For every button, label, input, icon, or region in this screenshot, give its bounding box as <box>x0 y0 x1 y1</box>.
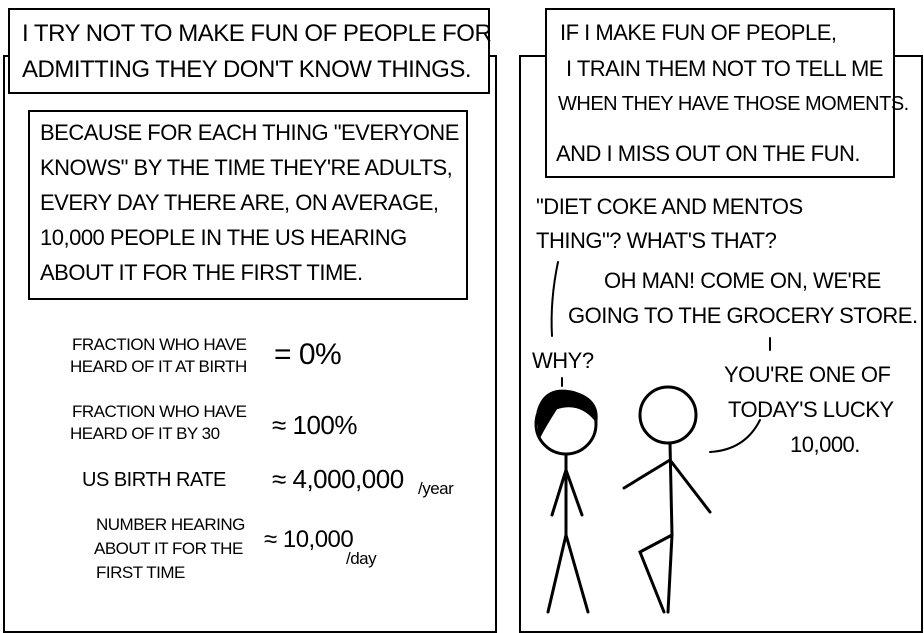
dialogue-narrator: GOING TO THE GROCERY STORE. <box>568 303 918 328</box>
math-label: FRACTION WHO HAVE <box>72 402 247 421</box>
math-unit: /year <box>418 479 454 498</box>
math-unit: /day <box>346 549 377 568</box>
explanation-line: KNOWS" BY THE TIME THEY'RE ADULTS, <box>40 155 453 180</box>
math-value: = 0% <box>274 338 342 371</box>
explanation-line: BECAUSE FOR EACH THING "EVERYONE <box>40 120 459 145</box>
math-value: ≈ 100% <box>272 410 358 440</box>
math-label: HEARD OF IT BY 30 <box>70 424 220 443</box>
dialogue-friend: "DIET COKE AND MENTOS <box>536 194 803 219</box>
caption-box-left <box>8 8 490 94</box>
caption-line: I TRY NOT TO MAKE FUN OF PEOPLE FOR <box>22 20 492 47</box>
caption-box-right <box>545 8 895 178</box>
math-label: FIRST TIME <box>96 563 185 582</box>
dialogue-friend: THING"? WHAT'S THAT? <box>536 228 777 253</box>
math-value: ≈ 10,000 <box>264 526 354 553</box>
explanation-line: EVERY DAY THERE ARE, ON AVERAGE, <box>40 190 439 215</box>
math-label: HEARD OF IT AT BIRTH <box>70 357 247 376</box>
caption-line: AND I MISS OUT ON THE FUN. <box>556 141 861 166</box>
caption-line: ADMITTING THEY DON'T KNOW THINGS. <box>22 56 472 83</box>
narrator-figure <box>622 385 712 614</box>
explanation-box <box>28 110 468 300</box>
math-value: ≈ 4,000,000 <box>272 464 404 494</box>
dialogue-narrator: 10,000. <box>790 432 860 457</box>
explanation-line: ABOUT IT FOR THE FIRST TIME. <box>40 260 363 285</box>
explanation-line: 10,000 PEOPLE IN THE US HEARING <box>40 225 407 250</box>
dialogue-friend: WHY? <box>532 348 594 373</box>
dialogue-narrator: OH MAN! COME ON, WE'RE <box>604 268 881 293</box>
caption-line: WHEN THEY HAVE THOSE MOMENTS. <box>558 93 909 115</box>
dialogue-narrator: YOU'RE ONE OF <box>724 362 891 387</box>
math-label: US BIRTH RATE <box>82 469 226 491</box>
caption-line: IF I MAKE FUN OF PEOPLE, <box>560 20 837 45</box>
math-label: NUMBER HEARING <box>96 515 245 534</box>
dialogue-narrator: TODAY'S LUCKY <box>728 397 894 422</box>
math-label: ABOUT IT FOR THE <box>94 539 243 558</box>
caption-line: I TRAIN THEM NOT TO TELL ME <box>566 56 883 81</box>
friend-figure <box>534 389 598 614</box>
math-label: FRACTION WHO HAVE <box>72 335 247 354</box>
speech-lines <box>550 261 771 453</box>
